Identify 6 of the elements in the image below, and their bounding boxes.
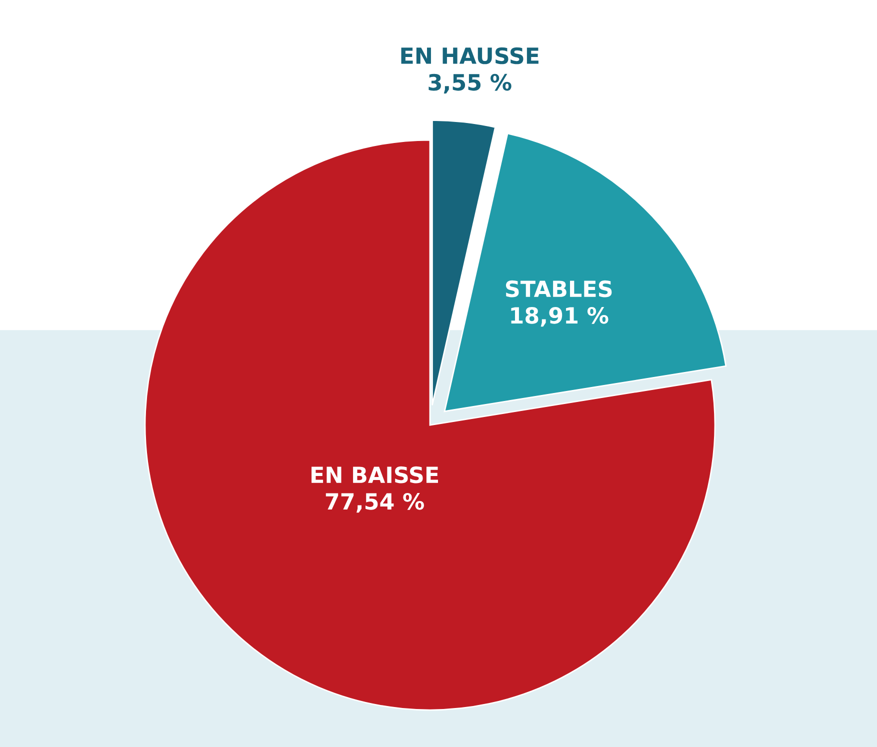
slice-label: EN BAISSE	[312, 466, 438, 484]
slice-label: STABLES	[506, 280, 612, 298]
data-label: 3,55 %	[428, 74, 512, 94]
data-label: 77,54 %	[326, 493, 424, 513]
data-label: 18,91 %	[511, 307, 608, 327]
slice-label: EN HAUSSE	[401, 47, 538, 64]
